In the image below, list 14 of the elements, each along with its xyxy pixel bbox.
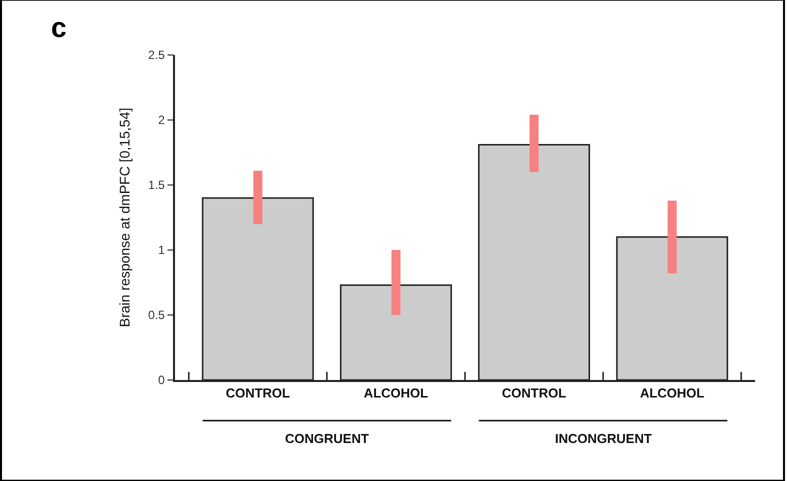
text: INCONGRUENT xyxy=(555,431,652,446)
x-tick-label: ALCOHOL xyxy=(364,385,428,400)
y-tick-label: 0 xyxy=(158,373,166,388)
y-tick-label: 1 xyxy=(158,243,166,258)
y-tick-label: 2.5 xyxy=(148,48,166,62)
y-axis-title: Brain response at dmPFC [0,15,54] xyxy=(116,108,132,328)
x-tick-label: CONTROL xyxy=(502,385,566,400)
x-tick-label: ALCOHOL xyxy=(640,385,704,400)
y-tick-label: 0.5 xyxy=(148,308,166,322)
y-tick-label: 1.5 xyxy=(148,178,166,192)
x-tick-label: CONTROL xyxy=(226,385,290,400)
text: CONGRUENT xyxy=(285,431,369,446)
text: c xyxy=(51,12,67,43)
y-tick-label: 2 xyxy=(158,113,166,128)
